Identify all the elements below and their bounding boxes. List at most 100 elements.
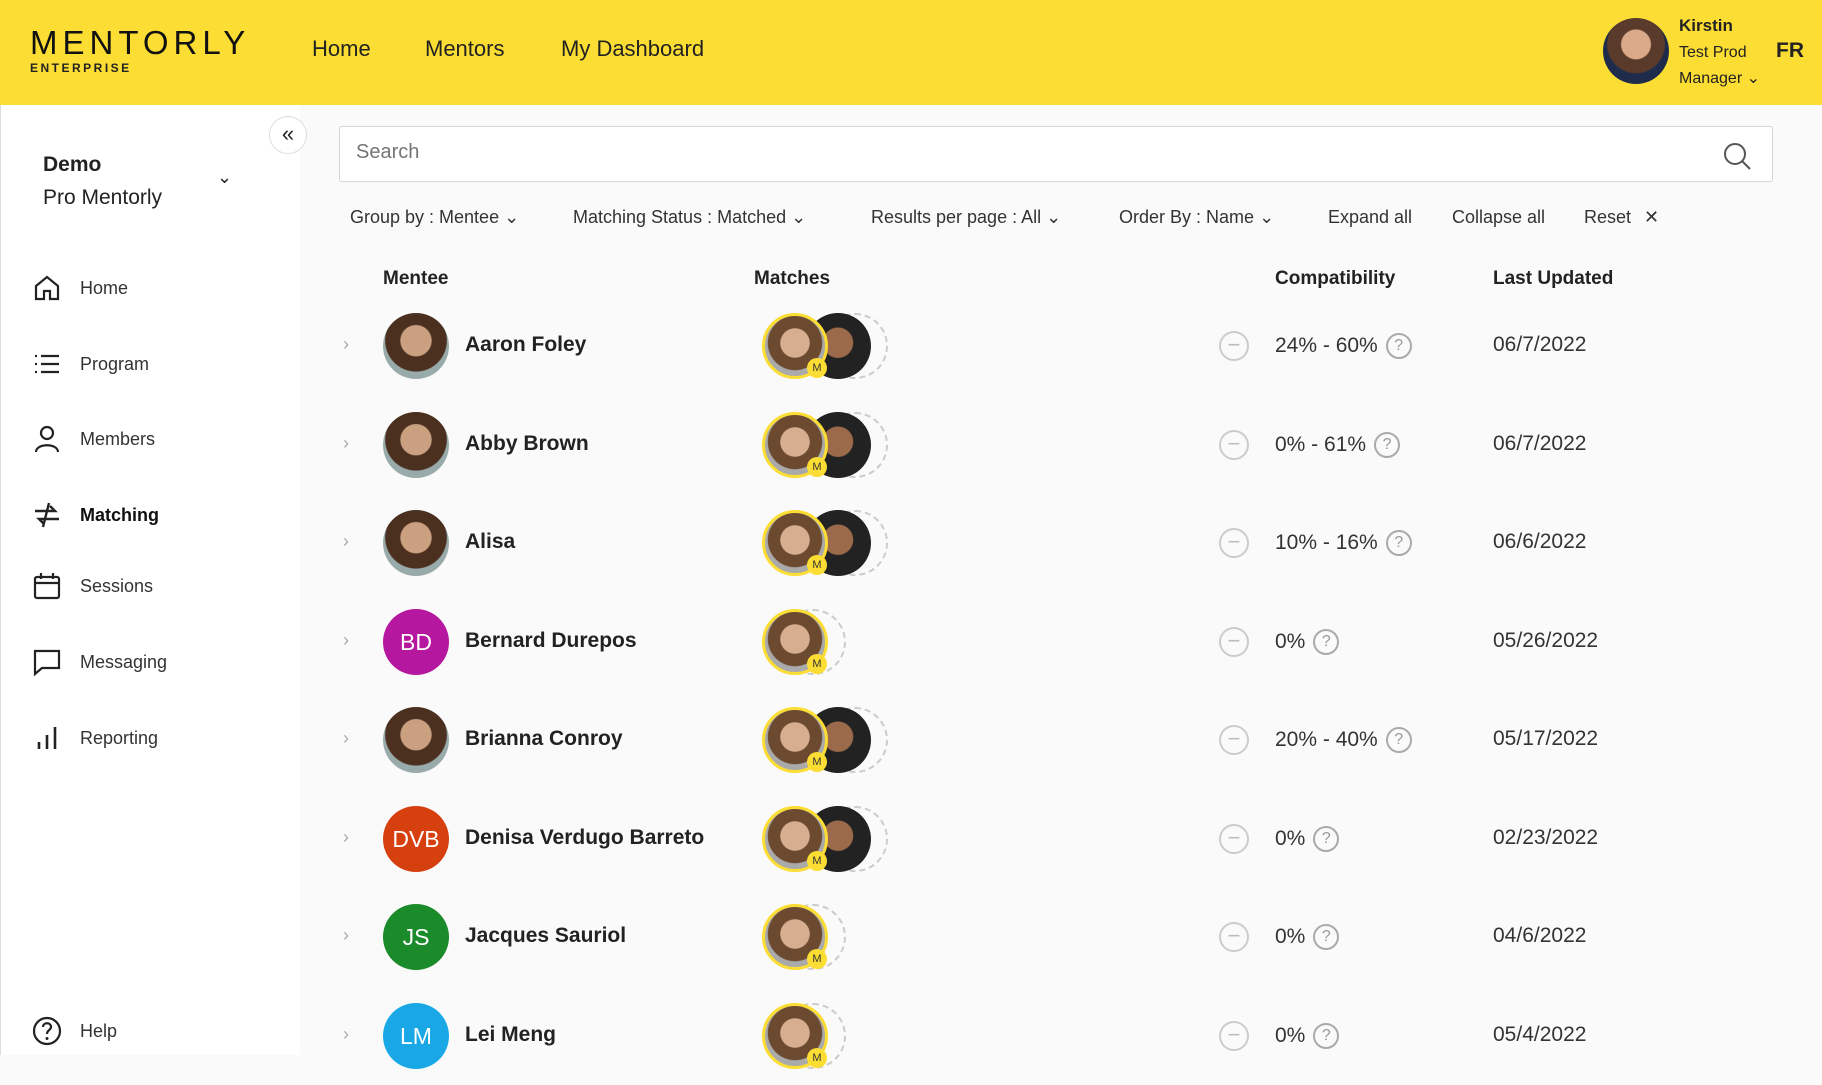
chevron-right-icon[interactable]: › [343, 531, 349, 551]
reset-button[interactable]: Reset ✕ [1584, 207, 1659, 228]
column-header-matches[interactable]: Matches [754, 268, 831, 289]
sidebar-item-program[interactable]: Program [31, 344, 149, 384]
remove-match-button[interactable]: − [1219, 725, 1249, 755]
help-circle-icon[interactable]: ? [1313, 628, 1340, 655]
results-per-page-dropdown[interactable]: Results per page : All ⌄ [871, 207, 1061, 228]
search-box[interactable] [339, 126, 1773, 182]
compatibility-value: 0% [1275, 629, 1306, 653]
mentee-avatar[interactable] [383, 313, 449, 379]
mentor-avatar[interactable]: M [762, 313, 828, 379]
table-row[interactable]: › Aaron Foley M − 24% - 60%? 06/7/2022 [0, 297, 1822, 395]
nav-home[interactable]: Home [312, 36, 371, 61]
mentorly-logo[interactable]: MENTORLY ENTERPRISE [30, 26, 250, 75]
mentor-avatar[interactable]: M [762, 510, 828, 576]
mentee-name[interactable]: Denisa Verdugo Barreto [465, 825, 705, 849]
sidebar-item-messaging[interactable]: Messaging [31, 642, 167, 682]
last-updated-date: 05/17/2022 [1493, 727, 1599, 750]
mentorly-badge-icon: M [807, 358, 827, 378]
matching-status-dropdown[interactable]: Matching Status : Matched ⌄ [573, 207, 806, 228]
remove-match-button[interactable]: − [1219, 1020, 1249, 1051]
collapse-sidebar-button[interactable]: « [269, 116, 307, 154]
mentee-name[interactable]: Abby Brown [465, 431, 589, 455]
nav-my-dashboard[interactable]: My Dashboard [561, 36, 705, 61]
mentee-name[interactable]: Bernard Durepos [465, 628, 637, 652]
chevron-right-icon[interactable]: › [343, 728, 349, 748]
table-row[interactable]: › Alisa M − 10% - 16%? 06/6/2022 [0, 494, 1822, 592]
column-header-compatibility[interactable]: Compatibility [1275, 268, 1396, 289]
mentee-avatar[interactable]: BD [383, 608, 449, 675]
minus-icon: − [1227, 529, 1241, 554]
table-row[interactable]: › Abby Brown M − 0% - 61%? 06/7/2022 [0, 396, 1822, 494]
mentee-name[interactable]: Brianna Conroy [465, 727, 623, 750]
table-row[interactable]: › BD Bernard Durepos M − 0%? 05/26/2022 [0, 593, 1822, 691]
column-header-last-updated[interactable]: Last Updated [1493, 268, 1614, 289]
chevron-right-icon[interactable]: › [343, 925, 349, 945]
mentee-avatar[interactable] [383, 510, 449, 576]
org-sub[interactable]: Pro Mentorly [43, 186, 163, 209]
remove-match-button[interactable]: − [1219, 922, 1249, 952]
nav-mentors[interactable]: Mentors [425, 36, 505, 61]
sidebar-item-reporting[interactable]: Reporting [31, 718, 158, 758]
chevron-right-icon[interactable]: › [343, 1023, 349, 1044]
mentorly-badge-icon: M [807, 555, 827, 575]
table-row[interactable]: › JS Jacques Sauriol M − 0%? 04/6/2022 [0, 888, 1822, 986]
user-avatar[interactable] [1603, 18, 1669, 84]
group-by-dropdown[interactable]: Group by : Mentee ⌄ [350, 207, 519, 228]
mentee-avatar[interactable]: JS [383, 904, 449, 970]
chevron-right-icon[interactable]: › [343, 826, 349, 847]
table-row[interactable]: › Brianna Conroy M − 20% - 40%? 05/17/20… [0, 691, 1822, 789]
user-name[interactable]: Kirstin [1679, 16, 1733, 35]
user-role-dropdown[interactable]: Manager ⌄ [1679, 68, 1760, 88]
mentor-avatar[interactable]: M [762, 1002, 828, 1069]
mentee-name[interactable]: Jacques Sauriol [465, 924, 627, 947]
chevron-right-icon[interactable]: › [343, 334, 349, 354]
sidebar-item-home[interactable]: Home [31, 268, 128, 308]
help-circle-icon[interactable]: ? [1374, 431, 1401, 458]
sidebar-item-matching[interactable]: Matching [31, 495, 159, 535]
mentor-avatar[interactable]: M [762, 904, 828, 970]
mentee-avatar[interactable]: LM [383, 1002, 449, 1069]
table-row[interactable]: › DVB Denisa Verdugo Barreto M − 0%? 02/2… [0, 790, 1822, 888]
chevron-right-icon[interactable]: › [343, 432, 349, 453]
chevron-right-icon[interactable]: › [343, 629, 349, 650]
remove-match-button[interactable]: − [1219, 528, 1249, 558]
search-icon[interactable] [1722, 141, 1752, 171]
remove-match-button[interactable]: − [1219, 331, 1249, 361]
mentor-avatar[interactable]: M [762, 707, 828, 773]
mentee-avatar[interactable] [383, 411, 449, 478]
order-by-dropdown[interactable]: Order By : Name ⌄ [1119, 207, 1274, 228]
top-header: MENTORLY ENTERPRISE Home Mentors My Dash… [0, 0, 1822, 105]
mentor-avatar[interactable]: M [762, 805, 828, 872]
chevron-down-icon[interactable]: ⌄ [217, 167, 233, 187]
help-circle-icon[interactable]: ? [1385, 727, 1412, 753]
calendar-icon [33, 573, 61, 600]
mentor-avatar[interactable]: M [762, 411, 828, 478]
remove-match-button[interactable]: − [1219, 626, 1249, 657]
remove-match-button[interactable]: − [1219, 823, 1249, 854]
remove-match-button[interactable]: − [1219, 429, 1249, 460]
org-name[interactable]: Demo [43, 153, 102, 176]
group-by-label: Group by : Mentee [350, 207, 500, 227]
help-circle-icon[interactable]: ? [1313, 924, 1340, 950]
language-toggle[interactable]: FR [1776, 39, 1804, 62]
mentee-avatar[interactable] [383, 707, 449, 773]
sidebar-item-sessions[interactable]: Sessions [31, 566, 153, 606]
expand-all-button[interactable]: Expand all [1328, 207, 1413, 227]
help-circle-icon[interactable]: ? [1385, 530, 1412, 556]
collapse-all-button[interactable]: Collapse all [1452, 207, 1546, 227]
search-input[interactable] [356, 141, 1656, 164]
matching-status-label: Matching Status : Matched [573, 207, 787, 227]
table-row[interactable]: › LM Lei Meng M − 0%? 05/4/2022 [0, 987, 1822, 1085]
mentorly-badge-icon: M [807, 752, 827, 772]
sidebar-item-help[interactable]: Help [31, 1011, 117, 1051]
column-header-mentee[interactable]: Mentee [383, 268, 449, 289]
mentor-avatar[interactable]: M [762, 608, 828, 675]
mentee-name[interactable]: Alisa [465, 530, 516, 553]
help-circle-icon[interactable]: ? [1385, 333, 1412, 359]
help-circle-icon[interactable]: ? [1313, 825, 1340, 852]
mentee-name[interactable]: Lei Meng [465, 1022, 557, 1046]
mentee-name[interactable]: Aaron Foley [465, 333, 587, 356]
sidebar-item-members[interactable]: Members [31, 419, 155, 459]
help-circle-icon[interactable]: ? [1313, 1022, 1340, 1049]
mentee-avatar[interactable]: DVB [383, 805, 449, 872]
